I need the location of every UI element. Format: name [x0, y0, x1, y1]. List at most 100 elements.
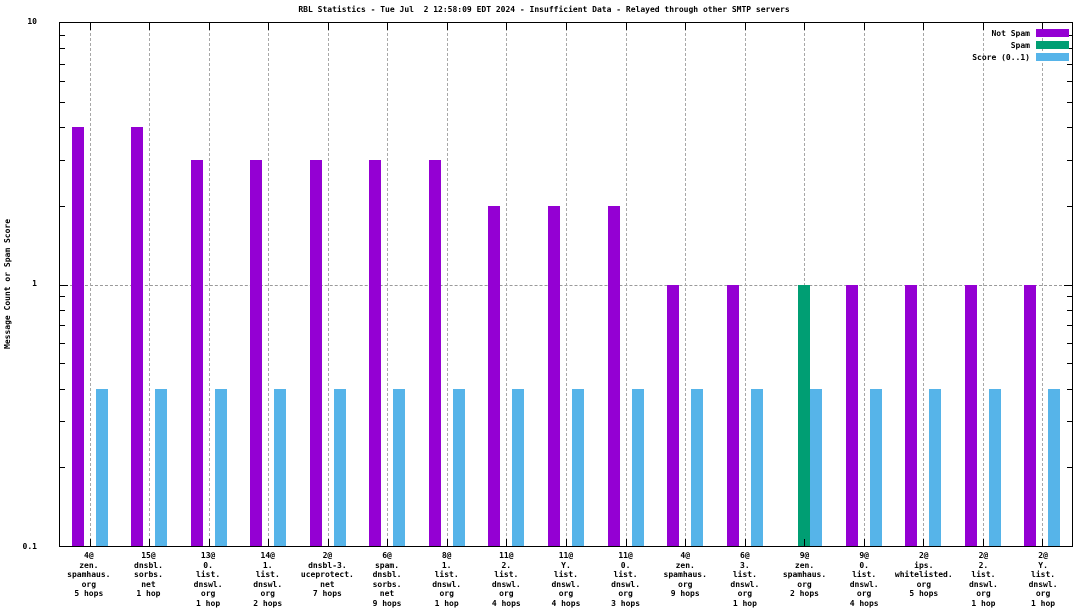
y-tick-left: [60, 127, 65, 129]
category-8: [477, 23, 537, 546]
gridline-y1: [60, 284, 1072, 286]
x-tick-bottom: [566, 539, 568, 546]
y-tick-right: [1067, 63, 1072, 65]
bar-score: [214, 388, 227, 546]
y-tick-left: [60, 205, 65, 207]
legend-label-spam: Spam: [1010, 40, 1030, 50]
bar-score: [274, 388, 287, 546]
x-tick-bottom: [208, 539, 210, 546]
x-tick-top: [744, 23, 746, 30]
x-tick-bottom: [268, 539, 270, 546]
bar-not-spam: [428, 159, 441, 546]
x-tick-top: [982, 23, 984, 30]
gridline-x: [566, 23, 568, 546]
category-3: [179, 23, 239, 546]
x-tick-top: [208, 23, 210, 30]
gridline-x: [506, 23, 508, 546]
y-tick-right: [1064, 284, 1072, 286]
bar-score: [155, 388, 168, 546]
x-label-15: 2@ ips. whitelisted. org 5 hops: [894, 551, 953, 598]
bar-not-spam: [131, 127, 144, 546]
y-tick-left: [60, 101, 65, 103]
y-tick-left: [60, 81, 65, 82]
bar-not-spam: [369, 159, 382, 546]
gridline-x: [89, 23, 91, 546]
gridline-x: [744, 23, 746, 546]
x-tick-top: [89, 23, 91, 30]
category-7: [417, 23, 477, 546]
y-tick-left: [60, 48, 65, 50]
x-tick-top: [446, 23, 448, 30]
x-tick-top: [863, 23, 865, 30]
bar-not-spam: [309, 159, 322, 546]
x-tick-bottom: [923, 539, 925, 546]
x-tick-bottom: [625, 539, 627, 546]
bar-score: [631, 388, 644, 546]
bar-not-spam: [845, 284, 858, 546]
x-label-13: 9@ zen. spamhaus. org 2 hops: [782, 551, 827, 598]
x-tick-bottom: [982, 539, 984, 546]
bar-not-spam: [607, 205, 620, 546]
x-tick-bottom: [327, 539, 329, 546]
category-14: [834, 23, 894, 546]
x-label-3: 13@ 0. list. dnswl. org 1 hop: [193, 551, 223, 608]
category-4: [239, 23, 299, 546]
x-tick-top: [804, 23, 806, 30]
gridline-x: [208, 23, 210, 546]
y-tick-right: [1067, 388, 1072, 390]
x-tick-top: [685, 23, 687, 30]
bar-score: [1048, 388, 1061, 546]
x-label-9: 11@ Y. list. dnswl. org 4 hops: [551, 551, 581, 608]
x-label-11: 4@ zen. spamhaus. org 9 hops: [663, 551, 707, 598]
x-label-14: 9@ 0. list. dnswl. org 4 hops: [849, 551, 879, 608]
bar-score: [988, 388, 1001, 546]
category-9: [536, 23, 596, 546]
x-label-1: 4@ zen. spamhaus. org 5 hops: [67, 551, 111, 598]
x-tick-bottom: [446, 539, 448, 546]
x-tick-top: [923, 23, 925, 30]
x-label-12: 6@ 3. list. dnswl. org 1 hop: [730, 551, 760, 608]
category-1: [60, 23, 120, 546]
x-tick-bottom: [744, 539, 746, 546]
bar-not-spam: [726, 284, 739, 546]
x-tick-bottom: [804, 539, 806, 546]
y-tick-right: [1067, 101, 1072, 103]
plot-area: [59, 22, 1073, 547]
x-tick-bottom: [506, 539, 508, 546]
bar-score: [393, 388, 406, 546]
gridline-x: [863, 23, 865, 546]
y-tick-right: [1067, 325, 1072, 326]
category-10: [596, 23, 656, 546]
legend-row-score: Score (0..1): [972, 51, 1069, 63]
gridline-x: [149, 23, 151, 546]
x-label-4: 14@ 1. list. dnswl. org 2 hops: [253, 551, 283, 608]
y-tick-left: [60, 63, 65, 65]
x-label-10: 11@ 0. list. dnswl. org 3 hops: [611, 551, 641, 608]
bar-score: [452, 388, 465, 546]
legend-row-spam: Spam: [972, 39, 1069, 51]
bar-not-spam: [905, 284, 918, 546]
x-tick-bottom: [863, 539, 865, 546]
gridline-x: [387, 23, 389, 546]
bar-score: [929, 388, 942, 546]
bar-score: [810, 388, 823, 546]
legend-label-not-spam: Not Spam: [991, 28, 1030, 38]
bar-not-spam: [190, 159, 203, 546]
y-tick-right: [1067, 81, 1072, 82]
x-tick-top: [149, 23, 151, 30]
y-tick-right: [1067, 127, 1072, 129]
legend-row-not-spam: Not Spam: [972, 27, 1069, 39]
bar-not-spam: [1024, 284, 1037, 546]
category-2: [120, 23, 180, 546]
y-tick-left: [60, 388, 65, 390]
gridline-x: [923, 23, 925, 546]
y-tick-right: [1067, 467, 1072, 469]
category-13: [774, 23, 834, 546]
y-tick-left: [60, 421, 65, 423]
category-15: [893, 23, 953, 546]
y-tick-left: [60, 284, 68, 286]
bar-not-spam: [548, 205, 561, 546]
x-tick-bottom: [89, 539, 91, 546]
x-tick-top: [327, 23, 329, 30]
bar-score: [691, 388, 704, 546]
